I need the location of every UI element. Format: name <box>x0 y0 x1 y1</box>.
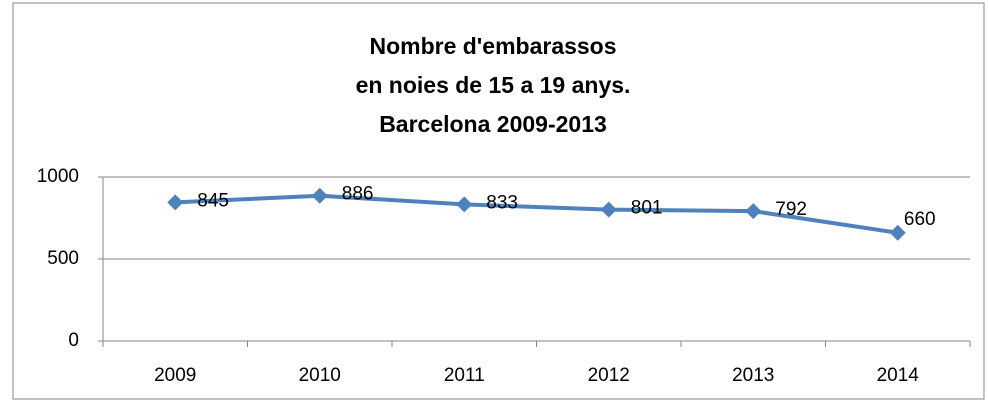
x-tick-label: 2009 <box>154 365 196 386</box>
x-tick-label: 2012 <box>588 365 630 386</box>
chart-title: en noies de 15 a 19 anys. <box>356 72 631 98</box>
x-tick-label: 2011 <box>444 365 485 386</box>
chart-title: Nombre d'embarassos <box>369 33 616 59</box>
y-tick-label: 0 <box>68 330 79 351</box>
data-label: 886 <box>342 184 374 205</box>
x-tick-label: 2013 <box>732 365 774 386</box>
data-label: 845 <box>197 190 229 211</box>
data-point <box>889 224 906 241</box>
x-tick-label: 2010 <box>299 365 341 386</box>
chart-title: Barcelona 2009-2013 <box>379 111 607 137</box>
data-label: 833 <box>486 192 518 213</box>
y-tick-label: 1000 <box>37 166 79 187</box>
data-label: 660 <box>904 209 936 230</box>
data-point <box>167 194 184 211</box>
data-label: 801 <box>631 198 663 219</box>
data-point <box>311 187 328 204</box>
y-tick-label: 500 <box>47 248 79 269</box>
x-tick-label: 2014 <box>877 365 920 386</box>
data-line <box>175 193 899 235</box>
data-label: 792 <box>775 199 807 220</box>
data-point <box>600 201 617 218</box>
data-point <box>456 196 473 213</box>
data-point <box>745 203 762 220</box>
